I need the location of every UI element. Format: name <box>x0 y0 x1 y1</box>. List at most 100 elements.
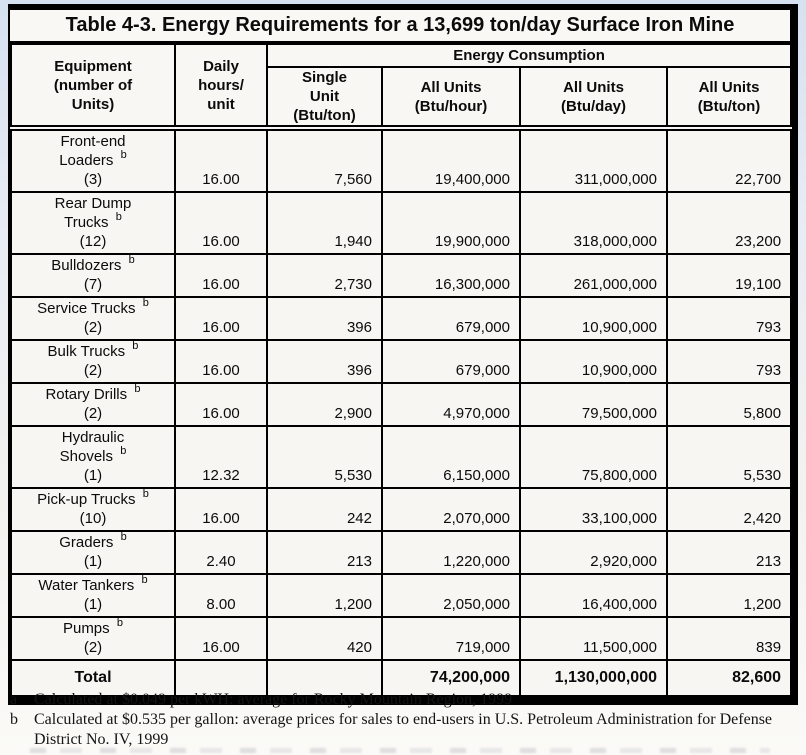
column-header-all-units-btu-hour: All Units (Btu/hour) <box>381 66 521 131</box>
all-units-btu-ton-cell: 213 <box>665 530 793 575</box>
single-unit-btu-ton-cell: 213 <box>266 530 383 575</box>
footnote-b-marker: b <box>10 711 18 728</box>
single-unit-btu-ton-cell: 242 <box>266 487 383 532</box>
energy-requirements-table: Equipment (number of Units) Daily hours/… <box>10 43 793 697</box>
footnote-reference: b <box>117 149 127 161</box>
all-units-btu-day-cell: 11,500,000 <box>519 616 668 661</box>
all-units-btu-hour-cell: 4,970,000 <box>381 382 521 427</box>
table-row: Bulk Trucks b (2) 16.00 396 679,000 10,900,00… <box>10 339 793 384</box>
table-row: Service Trucks b (2) 16.00 396 679,000 10,900… <box>10 296 793 341</box>
daily-hours-cell: 16.00 <box>174 296 268 341</box>
all-units-btu-ton-cell: 839 <box>665 616 793 661</box>
column-header-all-units-btu-day: All Units (Btu/day) <box>519 66 668 131</box>
all-units-btu-day-cell: 261,000,000 <box>519 253 668 298</box>
daily-hours-cell: 12.32 <box>174 425 268 489</box>
equipment-name-cell: Front-end Loaders b (3) <box>10 127 176 193</box>
footnote-a: a Calculated at $0.049 per kWH: average … <box>0 690 806 710</box>
scan-artifact-faded-line <box>30 748 770 753</box>
all-units-btu-hour-cell: 2,050,000 <box>381 573 521 618</box>
table-row: Hydraulic Shovels b (1) 12.32 5,530 6,150,000… <box>10 425 793 489</box>
equipment-name-cell: Service Trucks b (2) <box>10 296 176 341</box>
all-units-btu-hour-cell: 16,300,000 <box>381 253 521 298</box>
footnote-reference: b <box>139 488 149 500</box>
single-unit-btu-ton-cell: 1,200 <box>266 573 383 618</box>
all-units-btu-ton-cell: 22,700 <box>665 127 793 193</box>
all-units-btu-day-cell: 318,000,000 <box>519 191 668 255</box>
table-row: Pick-up Trucks b (10) 16.00 242 2,070,000 33,… <box>10 487 793 532</box>
footnote-reference: b <box>131 383 141 395</box>
footnote-reference: b <box>112 211 122 223</box>
equipment-name-cell: Water Tankers b (1) <box>10 573 176 618</box>
footnote-reference: b <box>129 340 139 352</box>
all-units-btu-hour-cell: 19,400,000 <box>381 127 521 193</box>
all-units-btu-hour-cell: 719,000 <box>381 616 521 661</box>
all-units-btu-hour-cell: 2,070,000 <box>381 487 521 532</box>
daily-hours-cell: 16.00 <box>174 616 268 661</box>
single-unit-btu-ton-cell: 7,560 <box>266 127 383 193</box>
total-btu-ton-cell: 82,600 <box>665 659 793 697</box>
table-row: Rear Dump Trucks b (12) 16.00 1,940 19,900,00… <box>10 191 793 255</box>
daily-hours-cell: 16.00 <box>174 339 268 384</box>
table-row: Rotary Drills b (2) 16.00 2,900 4,970,000 79,… <box>10 382 793 427</box>
single-unit-btu-ton-cell: 1,940 <box>266 191 383 255</box>
energy-table-frame: Table 4-3. Energy Requirements for a 13,… <box>8 4 798 705</box>
all-units-btu-day-cell: 79,500,000 <box>519 382 668 427</box>
column-header-single-unit-btu-ton: Single Unit (Btu/ton) <box>266 66 383 131</box>
table-title: Table 4-3. Energy Requirements for a 13,… <box>10 10 790 43</box>
table-row: Pumps b (2) 16.00 420 719,000 11,500,000 839 <box>10 616 793 661</box>
footnote-a-marker: a <box>10 691 18 708</box>
equipment-name-cell: Pumps b (2) <box>10 616 176 661</box>
daily-hours-cell: 16.00 <box>174 127 268 193</box>
footnote-b-text: Calculated at $0.535 per gallon: average… <box>34 711 773 748</box>
column-header-equipment: Equipment (number of Units) <box>10 43 176 131</box>
total-daily-hours-cell <box>174 659 268 697</box>
total-row: Total 74,200,000 1,130,000,000 82,600 <box>10 659 793 697</box>
all-units-btu-day-cell: 16,400,000 <box>519 573 668 618</box>
footnote-reference: b <box>113 617 124 629</box>
equipment-name-cell: Pick-up Trucks b (10) <box>10 487 176 532</box>
table-row: Graders b (1) 2.40 213 1,220,000 2,920,000 213 <box>10 530 793 575</box>
daily-hours-cell: 16.00 <box>174 382 268 427</box>
all-units-btu-hour-cell: 19,900,000 <box>381 191 521 255</box>
daily-hours-cell: 8.00 <box>174 573 268 618</box>
single-unit-btu-ton-cell: 396 <box>266 296 383 341</box>
equipment-rows: Front-end Loaders b (3) 16.00 7,560 19,400,00… <box>10 127 793 661</box>
total-row-section: Total 74,200,000 1,130,000,000 82,600 <box>10 659 793 697</box>
total-btu-hour-cell: 74,200,000 <box>381 659 521 697</box>
all-units-btu-hour-cell: 6,150,000 <box>381 425 521 489</box>
all-units-btu-day-cell: 311,000,000 <box>519 127 668 193</box>
total-single-unit-cell <box>266 659 383 697</box>
all-units-btu-ton-cell: 19,100 <box>665 253 793 298</box>
equipment-name-cell: Bulk Trucks b (2) <box>10 339 176 384</box>
all-units-btu-ton-cell: 5,800 <box>665 382 793 427</box>
daily-hours-cell: 16.00 <box>174 191 268 255</box>
footnote-a-text: Calculated at $0.049 per kWH: average fo… <box>34 691 513 708</box>
equipment-name-cell: Bulldozers b (7) <box>10 253 176 298</box>
total-btu-day-cell: 1,130,000,000 <box>519 659 668 697</box>
footnote-reference: b <box>117 445 127 457</box>
single-unit-btu-ton-cell: 420 <box>266 616 383 661</box>
all-units-btu-ton-cell: 793 <box>665 296 793 341</box>
all-units-btu-day-cell: 10,900,000 <box>519 339 668 384</box>
column-group-energy-consumption: Energy Consumption <box>265 43 793 68</box>
table-row: Front-end Loaders b (3) 16.00 7,560 19,400,00… <box>10 127 793 193</box>
daily-hours-cell: 2.40 <box>174 530 268 575</box>
footnote-reference: b <box>125 254 135 266</box>
single-unit-btu-ton-cell: 5,530 <box>266 425 383 489</box>
footnote-b: b Calculated at $0.535 per gallon: avera… <box>0 710 806 750</box>
all-units-btu-ton-cell: 1,200 <box>665 573 793 618</box>
daily-hours-cell: 16.00 <box>174 487 268 532</box>
all-units-btu-ton-cell: 2,420 <box>665 487 793 532</box>
all-units-btu-ton-cell: 5,530 <box>665 425 793 489</box>
single-unit-btu-ton-cell: 2,900 <box>266 382 383 427</box>
all-units-btu-day-cell: 2,920,000 <box>519 530 668 575</box>
all-units-btu-day-cell: 10,900,000 <box>519 296 668 341</box>
all-units-btu-hour-cell: 1,220,000 <box>381 530 521 575</box>
table-row: Bulldozers b (7) 16.00 2,730 16,300,000 261,0… <box>10 253 793 298</box>
single-unit-btu-ton-cell: 2,730 <box>266 253 383 298</box>
equipment-name-cell: Rear Dump Trucks b (12) <box>10 191 176 255</box>
equipment-name-cell: Hydraulic Shovels b (1) <box>10 425 176 489</box>
all-units-btu-ton-cell: 793 <box>665 339 793 384</box>
footnote-reference: b <box>138 574 148 586</box>
